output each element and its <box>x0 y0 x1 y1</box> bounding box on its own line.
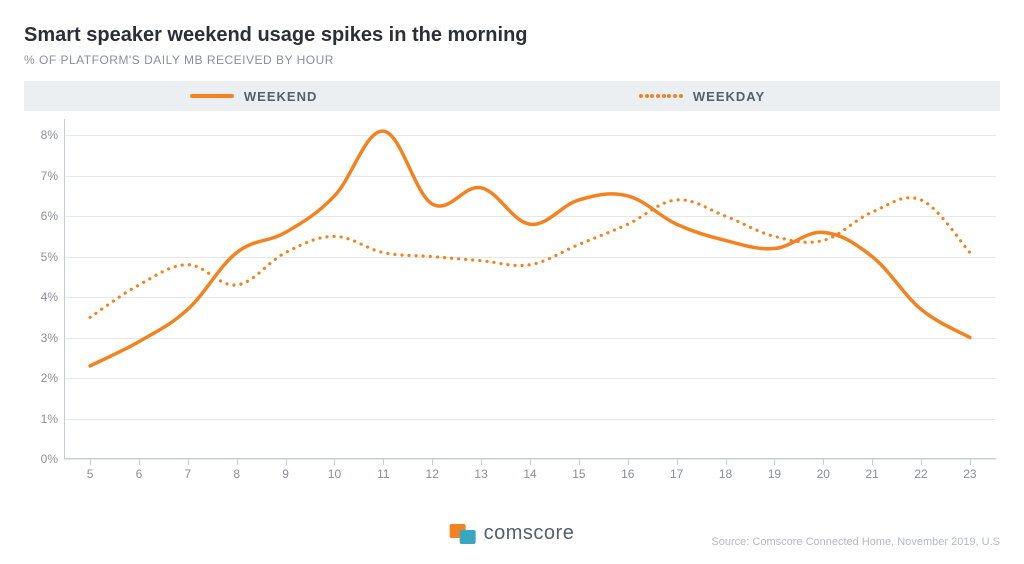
x-tick <box>726 459 727 465</box>
x-tick <box>579 459 580 465</box>
x-tick-label: 18 <box>719 467 732 481</box>
x-tick <box>921 459 922 465</box>
x-tick-label: 16 <box>621 467 634 481</box>
source-attribution: Source: Comscore Connected Home, Novembe… <box>711 536 1000 548</box>
x-tick <box>530 459 531 465</box>
x-tick <box>383 459 384 465</box>
x-tick <box>628 459 629 465</box>
chart-title: Smart speaker weekend usage spikes in th… <box>24 24 1000 47</box>
x-tick-label: 6 <box>136 467 143 481</box>
legend-label: WEEKDAY <box>693 89 765 104</box>
x-tick-label: 13 <box>474 467 487 481</box>
x-tick <box>286 459 287 465</box>
x-tick-label: 17 <box>670 467 683 481</box>
x-tick <box>823 459 824 465</box>
y-tick-label: 7% <box>41 169 58 183</box>
x-tick-label: 19 <box>768 467 781 481</box>
x-tick-label: 20 <box>817 467 830 481</box>
brand-text: comscore <box>484 522 575 545</box>
legend-swatch-solid <box>190 94 234 98</box>
y-tick-label: 3% <box>41 331 58 345</box>
chart-subtitle: % OF PLATFORM'S DAILY MB RECEIVED BY HOU… <box>24 53 1000 67</box>
y-tick-label: 0% <box>41 452 58 466</box>
x-tick-label: 5 <box>87 467 94 481</box>
x-tick-label: 14 <box>523 467 536 481</box>
x-tick <box>872 459 873 465</box>
x-tick <box>481 459 482 465</box>
x-tick-label: 9 <box>282 467 289 481</box>
x-axis-labels: 5 6 7 8 9 10 11 12 13 14 15 16 17 18 19 20 21 22 23 <box>64 463 996 485</box>
x-tick <box>970 459 971 465</box>
x-tick-label: 15 <box>572 467 585 481</box>
y-tick-label: 6% <box>41 209 58 223</box>
brand-icon <box>450 524 476 544</box>
legend-label: WEEKEND <box>244 89 317 104</box>
x-tick-label: 10 <box>328 467 341 481</box>
x-tick <box>677 459 678 465</box>
x-tick <box>432 459 433 465</box>
x-tick-label: 23 <box>963 467 976 481</box>
x-tick-label: 12 <box>426 467 439 481</box>
x-tick-label: 7 <box>185 467 192 481</box>
line-chart-svg <box>64 119 996 459</box>
x-tick <box>237 459 238 465</box>
y-tick-label: 2% <box>41 371 58 385</box>
legend-item-weekday: WEEKDAY <box>639 89 765 104</box>
legend-item-weekend: WEEKEND <box>190 89 317 104</box>
series-weekend <box>90 131 970 366</box>
y-tick-label: 4% <box>41 290 58 304</box>
brand-logo: comscore <box>450 522 575 545</box>
x-tick <box>188 459 189 465</box>
x-tick <box>90 459 91 465</box>
chart-area: 0% 1% 2% 3% 4% 5% 6% 7% 8% 5 6 7 8 9 10 11 12 13 14 15 16 17… <box>24 119 1000 485</box>
x-tick-label: 22 <box>914 467 927 481</box>
y-tick-label: 8% <box>41 128 58 142</box>
x-tick-label: 11 <box>377 467 389 481</box>
x-tick <box>139 459 140 465</box>
x-tick-label: 8 <box>233 467 240 481</box>
x-tick-label: 21 <box>865 467 878 481</box>
x-tick <box>774 459 775 465</box>
legend: WEEKEND WEEKDAY <box>24 81 1000 111</box>
y-tick-label: 1% <box>41 412 58 426</box>
plot-region <box>64 119 996 459</box>
x-tick <box>334 459 335 465</box>
legend-swatch-dotted <box>639 94 683 98</box>
y-axis-labels: 0%1%2%3%4%5%6%7%8% <box>24 119 58 459</box>
footer: comscore Source: Comscore Connected Home… <box>24 522 1000 550</box>
series-weekday <box>90 198 970 318</box>
y-tick-label: 5% <box>41 250 58 264</box>
